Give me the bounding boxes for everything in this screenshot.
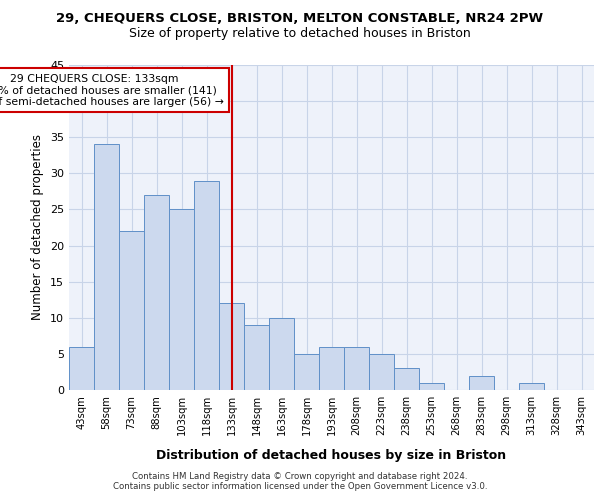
Bar: [469, 376, 494, 390]
Bar: [269, 318, 294, 390]
Bar: [519, 383, 544, 390]
Bar: [394, 368, 419, 390]
Text: Size of property relative to detached houses in Briston: Size of property relative to detached ho…: [129, 28, 471, 40]
Text: 29, CHEQUERS CLOSE, BRISTON, MELTON CONSTABLE, NR24 2PW: 29, CHEQUERS CLOSE, BRISTON, MELTON CONS…: [56, 12, 544, 26]
Bar: [194, 180, 219, 390]
Bar: [294, 354, 319, 390]
Bar: [69, 346, 94, 390]
Y-axis label: Number of detached properties: Number of detached properties: [31, 134, 44, 320]
Text: 29 CHEQUERS CLOSE: 133sqm
← 71% of detached houses are smaller (141)
28% of semi: 29 CHEQUERS CLOSE: 133sqm ← 71% of detac…: [0, 74, 224, 107]
Bar: [244, 325, 269, 390]
Bar: [419, 383, 444, 390]
Bar: [144, 195, 169, 390]
X-axis label: Distribution of detached houses by size in Briston: Distribution of detached houses by size …: [157, 449, 506, 462]
Bar: [344, 346, 369, 390]
Bar: [369, 354, 394, 390]
Bar: [219, 304, 244, 390]
Text: Contains HM Land Registry data © Crown copyright and database right 2024.
Contai: Contains HM Land Registry data © Crown c…: [113, 472, 487, 491]
Bar: [319, 346, 344, 390]
Bar: [94, 144, 119, 390]
Bar: [119, 231, 144, 390]
Bar: [169, 210, 194, 390]
